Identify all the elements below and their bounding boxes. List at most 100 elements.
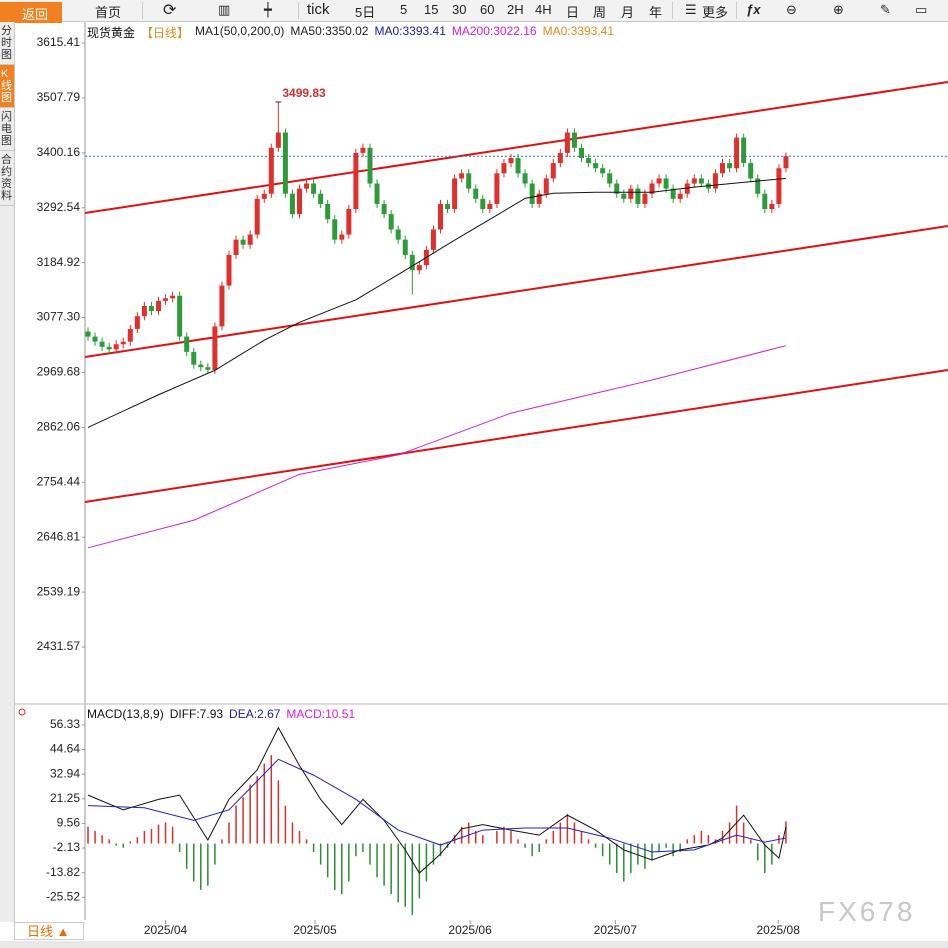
toolbar-button[interactable]: 4H: [535, 2, 552, 17]
toolbar-button[interactable]: 更多: [702, 5, 729, 20]
candle-body: [712, 173, 718, 189]
candle-body: [649, 183, 655, 194]
candle-body: [741, 137, 747, 164]
chart-icon[interactable]: ▥: [218, 2, 231, 17]
y-tick-label: 32.94: [50, 766, 80, 780]
candle-body: [727, 163, 733, 169]
indicator-line: [87, 726, 787, 874]
legend-entry: MA200:3022.16: [451, 24, 537, 38]
period: 【日线】: [141, 26, 190, 40]
candle-body: [438, 203, 443, 230]
candle-body: [127, 328, 133, 342]
candle-body: [148, 305, 154, 312]
toolbar-button[interactable]: 5日: [355, 5, 376, 20]
indicator-title: MACD(13,8,9): [87, 707, 164, 721]
candle-body: [85, 331, 91, 337]
legend-entry: MA50:3350.02: [290, 24, 369, 38]
candle-body: [642, 193, 648, 204]
candle-body: [536, 193, 542, 204]
macd-legend: MACD(13,8,9) DIFF:7.93 DEA:2.67 MACD:10.51: [87, 707, 355, 721]
fullscreen-icon[interactable]: ▭: [915, 2, 928, 17]
x-tick-label: 2025/04: [144, 923, 188, 937]
candle-body: [762, 193, 768, 210]
candle-body: [134, 316, 140, 329]
back-label[interactable]: 返回: [22, 7, 49, 22]
period-selector[interactable]: 日线 ▲: [14, 922, 84, 940]
trend-line: [84, 369, 948, 503]
candle-body: [106, 346, 112, 350]
separator: [298, 2, 299, 19]
candle-body: [473, 188, 479, 199]
toolbar-button[interactable]: 年: [649, 5, 663, 20]
candle-body: [579, 147, 584, 159]
candle-body: [205, 367, 211, 370]
candle-icon[interactable]: ┿: [264, 2, 272, 17]
candle-body: [748, 163, 754, 179]
x-tick-label: 2025/06: [448, 923, 492, 937]
candle-body: [564, 132, 570, 153]
toolbar-button[interactable]: 月: [621, 5, 635, 20]
candle-body: [120, 341, 126, 345]
side-tab[interactable]: 分时图: [0, 22, 14, 65]
toolbar-button[interactable]: 2H: [507, 2, 524, 17]
peak-label: 3499.83: [282, 86, 326, 100]
back-button[interactable]: 返回: [0, 2, 62, 23]
candle-body: [614, 183, 620, 194]
side-tab[interactable]: 闪电图: [0, 108, 14, 151]
toolbar-button[interactable]: 日: [566, 5, 580, 20]
candle-body: [289, 193, 295, 215]
candle-body: [508, 158, 514, 164]
candle-body: [402, 239, 408, 255]
refresh-icon[interactable]: ⟳: [163, 2, 177, 19]
side-tab[interactable]: K线图: [0, 65, 14, 108]
candle-body: [663, 178, 669, 189]
legend-entry: DIFF:7.93: [169, 707, 224, 721]
candle-body: [515, 158, 521, 174]
candle-body: [783, 156, 789, 169]
candle-body: [522, 173, 528, 184]
x-tick-label: 2025/08: [756, 923, 800, 937]
sidebar: 分时图 K线图 闪电图 合约资料: [0, 22, 15, 922]
toolbar-button[interactable]: 60: [480, 2, 495, 17]
candle-body: [381, 203, 387, 215]
candle-body: [586, 158, 592, 164]
y-tick-label: -2.13: [53, 840, 81, 854]
indicator-line: [87, 758, 787, 853]
candle-body: [670, 188, 676, 199]
side-tab[interactable]: 合约资料: [0, 151, 14, 206]
menu-icon[interactable]: ☰: [685, 2, 697, 17]
toolbar-button[interactable]: 30: [452, 2, 467, 17]
draw-icon[interactable]: ✎: [880, 2, 891, 17]
y-tick-label: 2539.19: [37, 584, 81, 598]
y-tick-label: 3077.30: [37, 310, 81, 324]
candle-body: [621, 193, 627, 199]
legend-entry: MA1(50,0,200,0): [195, 24, 285, 38]
y-tick-label: 3184.92: [37, 255, 81, 269]
zoom-in-icon[interactable]: ⊕: [833, 2, 844, 17]
legend-entry: DEA:2.67: [229, 707, 281, 721]
candle-body: [466, 173, 472, 189]
y-tick-label: 9.56: [57, 816, 81, 830]
trend-line: [84, 225, 948, 358]
x-tick-label: 2025/05: [293, 923, 337, 937]
toolbar-button[interactable]: 周: [593, 5, 607, 20]
candle-body: [191, 351, 197, 365]
y-tick-label: 2431.57: [37, 639, 81, 653]
y-tick-label: -13.82: [46, 865, 80, 879]
candle-body: [776, 168, 782, 204]
toolbar: 返回 首页 ⟳ ▥ ┿ tick 5日 5 15 30 60 2H 4H 日 周…: [0, 0, 948, 23]
candle-body: [698, 178, 704, 184]
candle-body: [480, 198, 486, 210]
candle-body: [113, 344, 119, 350]
candle-body: [550, 163, 556, 179]
toolbar-button[interactable]: 15: [424, 2, 439, 17]
candle-body: [346, 209, 352, 235]
candle-body: [99, 341, 105, 347]
formula-icon[interactable]: ƒx: [746, 2, 761, 17]
zoom-out-icon[interactable]: ⊖: [786, 2, 797, 17]
toolbar-button[interactable]: tick: [307, 1, 330, 18]
toolbar-button[interactable]: 首页: [95, 5, 122, 20]
macd-icon[interactable]: [18, 708, 26, 716]
toolbar-button[interactable]: 5: [400, 2, 408, 17]
